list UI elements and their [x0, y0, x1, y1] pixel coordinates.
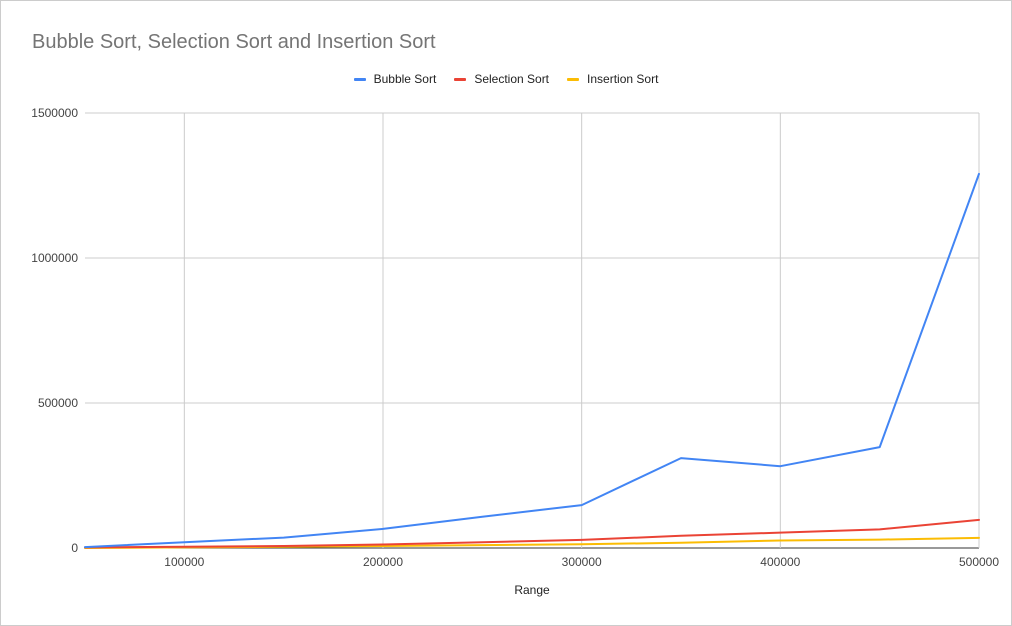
legend-swatch-insertion-sort [567, 77, 580, 81]
legend-label-insertion-sort: Insertion Sort [587, 72, 659, 86]
series-layer [84, 172, 980, 549]
legend-item-selection-sort: Selection Sort [454, 72, 549, 86]
y-tick-label: 500000 [38, 396, 78, 410]
legend-item-insertion-sort: Insertion Sort [567, 72, 658, 86]
chart-legend: Bubble Sort Selection Sort Insertion Sor… [0, 72, 1012, 86]
y-tick-label: 1500000 [31, 106, 78, 120]
tick-label-layer: 0 500000 1000000 1500000 100000 200000 300000 4… [31, 106, 999, 569]
x-tick-label: 100000 [164, 555, 204, 569]
grid-layer [85, 112, 980, 549]
legend-item-bubble-sort: Bubble Sort [353, 72, 437, 86]
x-tick-label: 300000 [562, 555, 602, 569]
x-axis-title: Range [514, 583, 550, 597]
legend-swatch-bubble-sort [353, 77, 366, 81]
chart-title: Bubble Sort, Selection Sort and Insertio… [32, 31, 436, 53]
series-line-bubble-sort [84, 172, 980, 549]
legend-label-bubble-sort: Bubble Sort [373, 72, 437, 86]
y-tick-label: 1000000 [31, 251, 78, 265]
series-line-selection-sort [84, 518, 980, 549]
x-tick-label: 200000 [363, 555, 403, 569]
x-tick-label: 400000 [760, 555, 800, 569]
y-tick-label: 0 [71, 541, 78, 555]
x-tick-label: 500000 [959, 555, 999, 569]
legend-label-selection-sort: Selection Sort [474, 72, 550, 86]
legend-swatch-selection-sort [454, 77, 467, 81]
